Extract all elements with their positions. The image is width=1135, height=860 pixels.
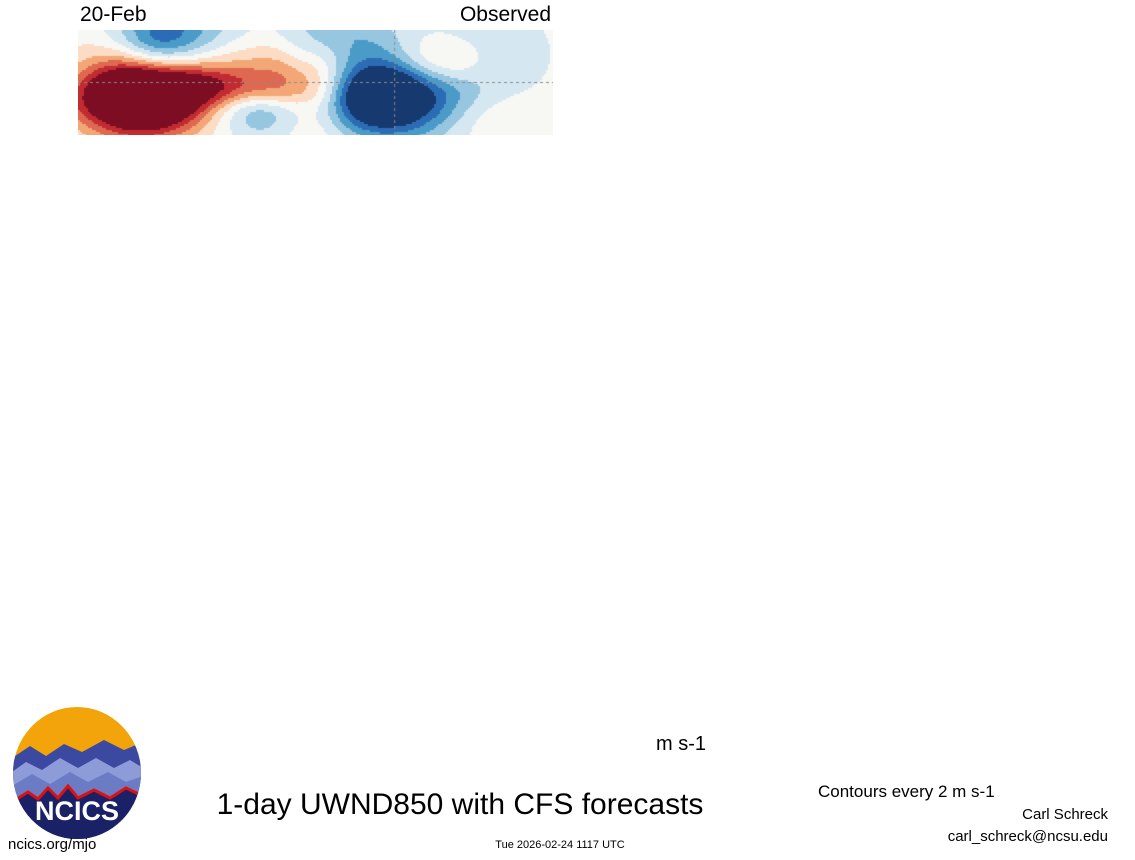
credit-name: Carl Schreck [1022, 806, 1108, 823]
logo-text: NCICS [35, 796, 119, 826]
map-canvas-20-Feb [78, 30, 553, 135]
colorbar-unit: m s-1 [656, 733, 706, 755]
timestamp: Tue 2026-02-24 1117 UTC [495, 839, 625, 851]
panel-date-20-Feb: 20-Feb [80, 3, 147, 26]
figure-title: 1-day UWND850 with CFS forecasts [216, 788, 704, 821]
contour-note: Contours every 2 m s-1 [818, 782, 995, 801]
footer-url[interactable]: ncics.org/mjo [8, 836, 97, 853]
ncics-logo: NCICS [13, 707, 141, 839]
map-panel-20-Feb [78, 30, 553, 135]
credit-email: carl_schreck@ncsu.edu [947, 828, 1108, 845]
observed-label: Observed [459, 3, 551, 26]
colorbar [172, 729, 627, 789]
